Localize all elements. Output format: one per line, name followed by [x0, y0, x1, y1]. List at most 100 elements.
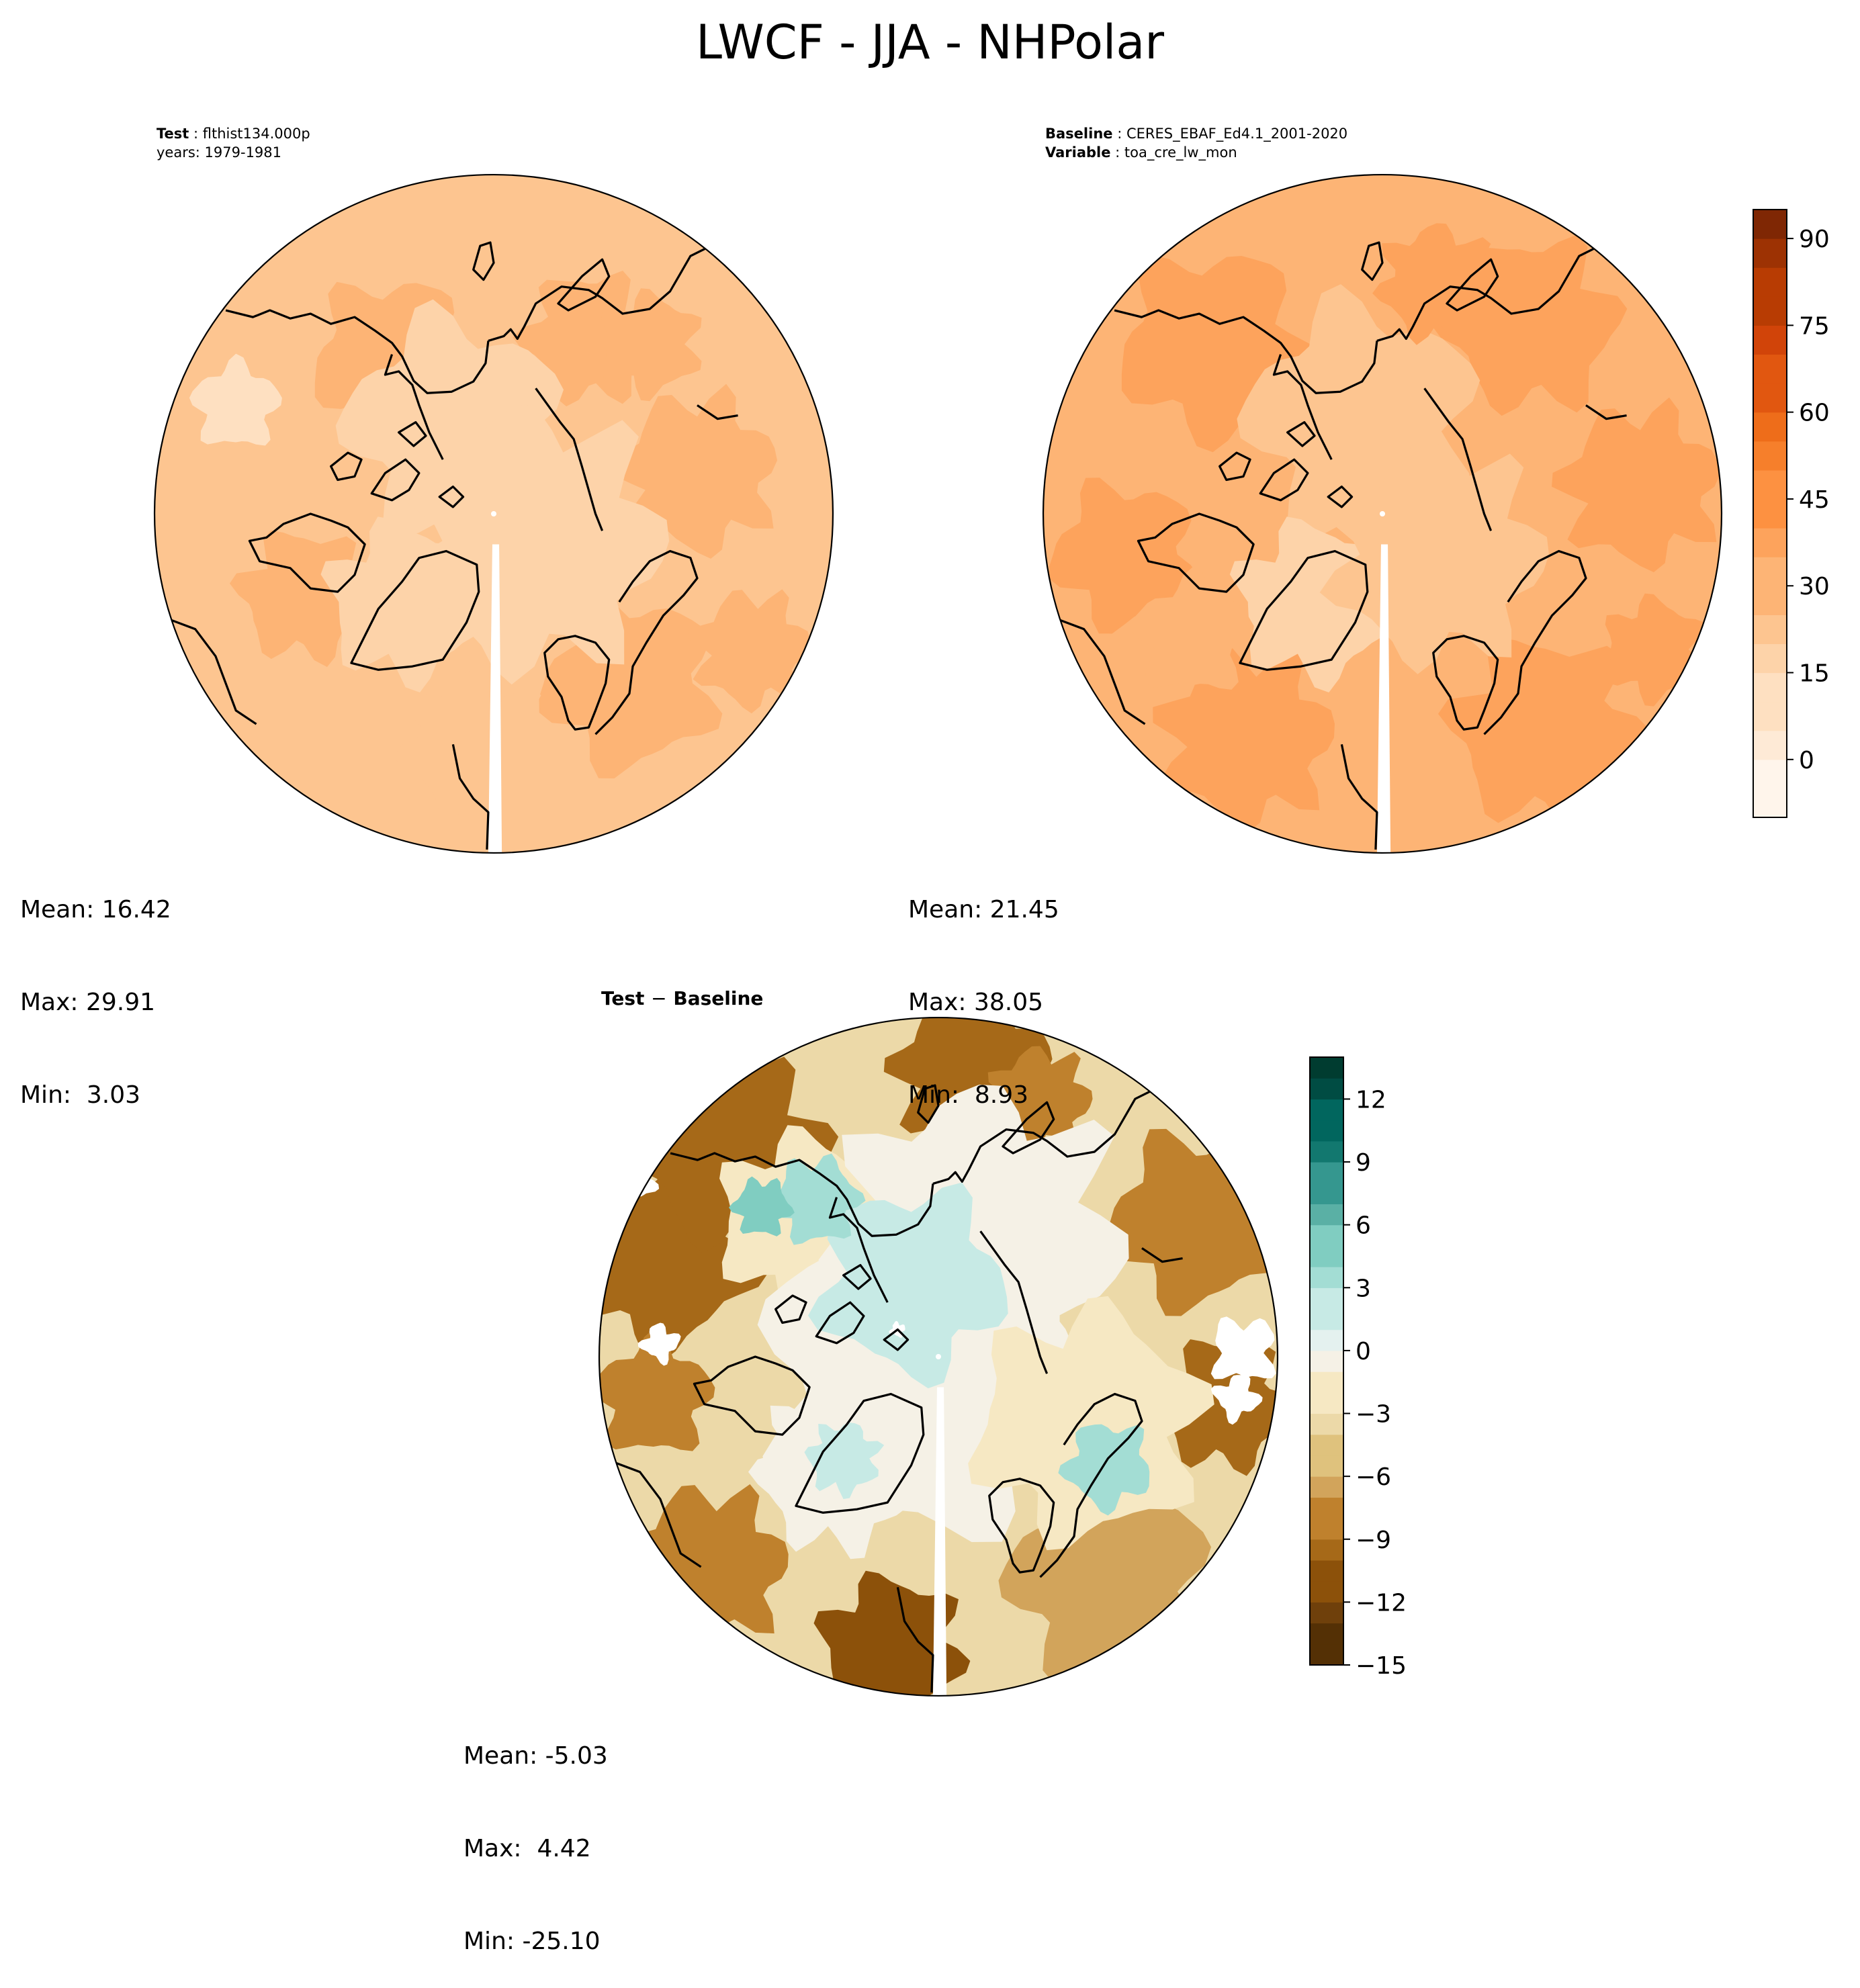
colorbar-band — [1310, 1392, 1343, 1414]
coastline — [774, 1294, 807, 1324]
colorbar-outline — [1753, 209, 1787, 818]
colorbar-band — [1310, 1267, 1343, 1288]
baseline-stat-max: Max: 38.05 — [908, 989, 1044, 1016]
coastline — [815, 1301, 865, 1345]
coastline — [1259, 458, 1309, 502]
test-label: Test — [157, 126, 189, 142]
colorbar-band — [1753, 701, 1787, 731]
coastline — [1002, 1101, 1055, 1155]
coastline — [1286, 421, 1316, 447]
colorbar-band — [1310, 1350, 1343, 1372]
field-contour — [1058, 1424, 1150, 1516]
coastline — [543, 635, 611, 731]
field-contour — [601, 288, 702, 402]
coastline — [1340, 744, 1378, 850]
field-contour — [189, 353, 282, 446]
coastline — [842, 1264, 872, 1290]
baseline-map — [1042, 173, 1723, 854]
colorbar-band — [1753, 441, 1787, 471]
baseline-stat-min: Min: 8.93 — [908, 1081, 1029, 1109]
colorbar-band — [1310, 1224, 1343, 1247]
colorbar-band — [1310, 1560, 1343, 1582]
test-stat-min: Min: 3.03 — [20, 1081, 141, 1109]
coastline — [557, 258, 611, 312]
coastline — [1114, 309, 1378, 394]
colorbar-band — [1753, 412, 1787, 442]
coastline — [384, 354, 444, 460]
field-contour — [1153, 647, 1335, 834]
colorbar-outline — [1309, 1056, 1344, 1666]
coastline — [670, 1152, 934, 1237]
field-contour — [394, 404, 670, 685]
coastline — [1239, 549, 1369, 671]
coastline — [988, 1478, 1055, 1574]
coastline — [370, 458, 420, 502]
test-years: years: 1979-1981 — [157, 144, 282, 161]
diff-stat-min: Min: -25.10 — [463, 1928, 601, 1955]
field-contour — [968, 1296, 1214, 1551]
coastline — [1039, 1392, 1143, 1578]
coastline — [472, 241, 495, 281]
field-contour — [1049, 478, 1202, 634]
colorbar-tick-label: 30 — [1799, 573, 1830, 600]
coastline — [896, 1587, 934, 1692]
coastline — [488, 241, 749, 343]
field-contour — [1552, 397, 1720, 573]
colorbar-band — [1310, 1287, 1343, 1310]
field-contour — [393, 669, 549, 822]
colorbar-band — [1753, 210, 1787, 239]
field-contour — [1319, 441, 1549, 674]
colorbar-band — [1310, 1308, 1343, 1330]
figure-title: LWCF - JJA - NHPolar — [695, 15, 1165, 70]
colorbar-tick-label: 6 — [1356, 1212, 1371, 1240]
coastline — [167, 618, 257, 725]
missing-data-seam — [1376, 544, 1391, 853]
colorbar-band — [1310, 1057, 1343, 1079]
missing-data-seam — [932, 1387, 947, 1696]
coastline — [1361, 241, 1384, 281]
colorbar-band — [1310, 1602, 1343, 1624]
field-contour — [729, 1176, 795, 1236]
north-pole-point — [1379, 510, 1386, 517]
colorbar-tick-label: −15 — [1356, 1652, 1407, 1680]
colorbar-tick-label: 15 — [1799, 660, 1830, 688]
coastline — [693, 1355, 811, 1436]
colorbar-band — [1310, 1245, 1343, 1267]
colorbar-band — [1753, 557, 1787, 586]
colorbar-tick-label: −3 — [1356, 1401, 1391, 1429]
colorbar-tick-label: 9 — [1356, 1149, 1371, 1177]
colorbar-band — [1310, 1120, 1343, 1142]
diff-colorbar: −15 −12 −9 −6 −3 0 3 6 9 12 — [1309, 1056, 1407, 1680]
colorbar-band — [1753, 296, 1787, 326]
coastline — [451, 744, 490, 850]
field-contour — [599, 1328, 715, 1451]
field-contour — [1372, 223, 1497, 345]
diff-title-operator: − — [651, 987, 667, 1009]
coastline — [932, 1084, 1194, 1185]
test-stat-mean: Mean: 16.42 — [20, 896, 171, 923]
coastline — [535, 388, 604, 531]
missing-data-seam — [488, 544, 502, 853]
coastline — [697, 404, 738, 420]
north-pole-point — [935, 1353, 942, 1360]
map-boundary — [153, 173, 834, 854]
missing-data-patch — [1210, 1316, 1276, 1380]
colorbar-band — [1753, 788, 1787, 818]
colorbar-band — [1310, 1329, 1343, 1351]
colorbar-band — [1310, 1539, 1343, 1561]
coastline — [1376, 241, 1638, 343]
missing-data-patch — [637, 1322, 681, 1366]
colorbar-band — [1310, 1581, 1343, 1602]
colorbar-tick-label: 12 — [1356, 1086, 1386, 1114]
baseline-colorbar: 0 15 30 45 60 75 90 — [1753, 209, 1830, 818]
diff-title-left: Test — [601, 987, 645, 1009]
colorbar-band — [1753, 325, 1787, 355]
colorbar-band — [1753, 354, 1787, 384]
colorbar-tick-label: 75 — [1799, 312, 1830, 340]
coastline — [438, 485, 465, 508]
colorbar-tick-label: 0 — [1799, 747, 1814, 774]
colorbar-band — [1753, 267, 1787, 297]
colorbar-tick-label: −6 — [1356, 1463, 1391, 1491]
colorbar-tick-label: 60 — [1799, 400, 1830, 427]
test-case-name: flthist134.000p — [202, 126, 310, 142]
